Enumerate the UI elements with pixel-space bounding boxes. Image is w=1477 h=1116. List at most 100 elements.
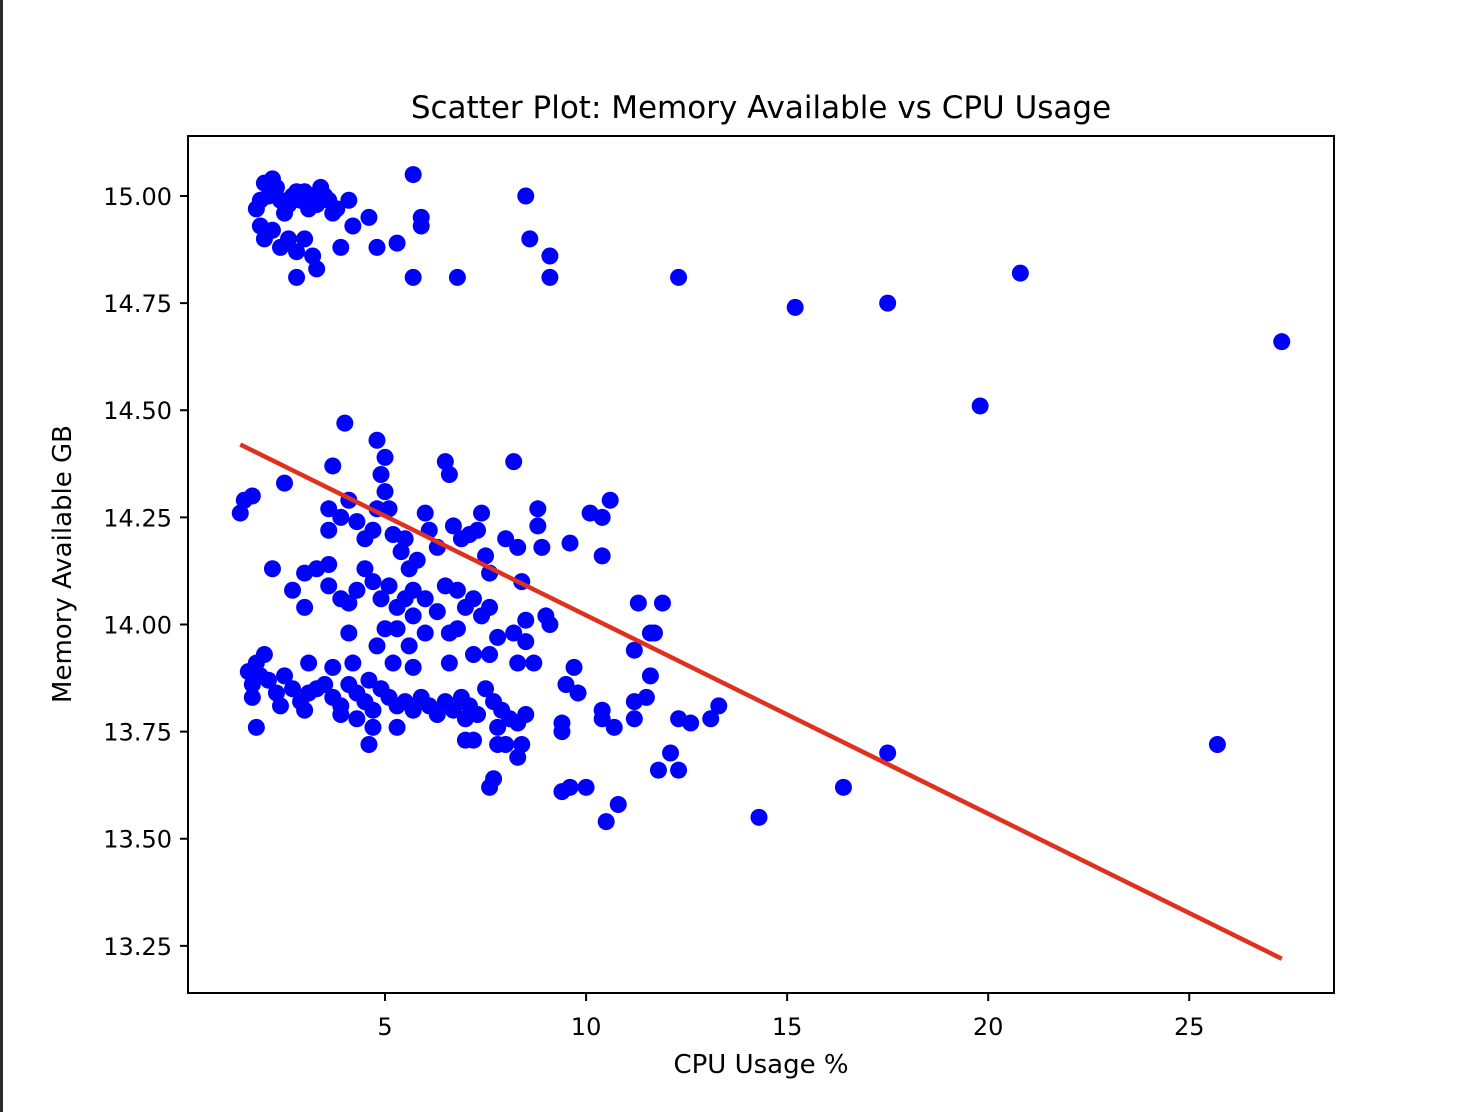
data-point [388,234,406,252]
data-point [344,654,362,672]
data-point [388,620,406,638]
data-point [332,238,350,256]
data-point [444,517,462,535]
data-point [404,658,422,676]
data-point [231,504,249,522]
data-point [489,628,507,646]
data-point [380,500,398,518]
data-point [879,744,897,762]
data-point [561,778,579,796]
data-point [356,560,374,578]
data-point [392,543,410,561]
data-point [569,684,587,702]
data-point [416,624,434,642]
data-point [308,260,326,278]
data-point [481,598,499,616]
data-point [416,590,434,608]
data-point [605,718,623,736]
data-point [662,744,680,762]
data-point [288,243,306,261]
x-tick-label: 15 [772,1013,803,1041]
data-point [601,491,619,509]
y-tick-label: 14.75 [103,290,172,318]
x-axis-label: CPU Usage % [673,1050,848,1080]
data-point [464,645,482,663]
data-point [517,633,535,651]
data-point [296,701,314,719]
data-point [625,710,643,728]
data-point [416,504,434,522]
data-point [324,658,342,676]
data-point [263,560,281,578]
data-point [1273,333,1291,351]
data-point [497,735,515,753]
data-point [364,573,382,591]
data-point [533,538,551,556]
data-point [521,230,539,248]
data-point [469,521,487,539]
data-point [497,530,515,548]
data-point [320,577,338,595]
data-point [1011,264,1029,282]
data-point [259,671,277,689]
data-point [577,778,595,796]
data-point [380,577,398,595]
y-tick-label: 13.75 [103,719,172,747]
data-point [702,710,720,728]
data-point [629,594,647,612]
data-point [513,735,531,753]
y-tick-label: 15.00 [103,183,172,211]
data-point [541,247,559,265]
data-point [360,208,378,226]
y-tick-label: 14.00 [103,611,172,639]
data-point [384,654,402,672]
data-point [786,298,804,316]
data-point [489,718,507,736]
x-tick-label: 20 [973,1013,1004,1041]
data-points [231,166,1291,831]
data-point [509,654,527,672]
data-point [404,701,422,719]
y-tick-label: 13.25 [103,933,172,961]
x-tick-label: 10 [571,1013,602,1041]
data-point [879,294,897,312]
data-point [360,671,378,689]
data-point [448,620,466,638]
data-point [625,641,643,659]
data-point [267,178,285,196]
data-point [670,268,688,286]
trend-line [239,442,1283,961]
data-point [653,594,671,612]
data-point [368,637,386,655]
x-tick-label: 25 [1174,1013,1205,1041]
data-point [517,705,535,723]
data-point [247,718,265,736]
data-point [464,731,482,749]
y-tick-label: 14.25 [103,504,172,532]
data-point [348,581,366,599]
data-point [404,268,422,286]
data-point [509,538,527,556]
data-point [288,268,306,286]
data-point [670,761,688,779]
plot-area-frame [187,135,1335,994]
data-point [400,637,418,655]
data-point [267,684,285,702]
data-point [593,710,611,728]
data-point [509,748,527,766]
data-point [368,238,386,256]
data-point [473,504,491,522]
data-point [557,675,575,693]
data-point [340,594,358,612]
data-point [517,611,535,629]
data-point [336,414,354,432]
data-point [485,770,503,788]
data-point [344,217,362,235]
data-point [364,718,382,736]
data-point [320,500,338,518]
data-point [750,808,768,826]
data-point [444,701,462,719]
data-point [296,230,314,248]
data-point [263,221,281,239]
